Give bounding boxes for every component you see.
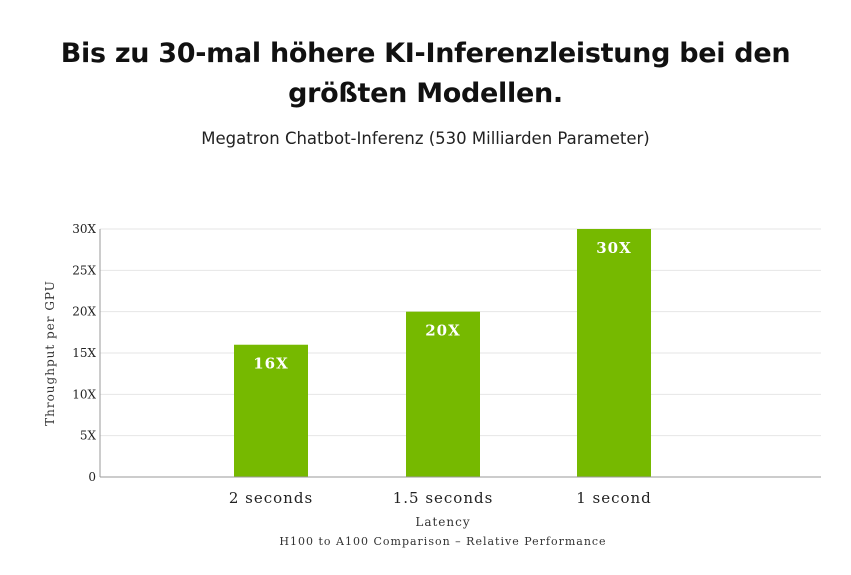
x-axis-title: Latency (415, 515, 470, 529)
chart-footnote: H100 to A100 Comparison – Relative Perfo… (279, 535, 606, 548)
x-tick-label: 2 seconds (229, 489, 313, 507)
y-tick-label: 25X (72, 263, 96, 277)
bar-value-label: 20X (425, 322, 461, 340)
bar-value-label: 16X (253, 355, 289, 373)
bar (577, 229, 651, 477)
y-axis-title: Throughput per GPU (43, 280, 57, 426)
y-tick-label: 30X (72, 222, 96, 236)
x-tick-label: 1.5 seconds (393, 489, 494, 507)
chart-subtitle: Megatron Chatbot-Inferenz (530 Milliarde… (201, 129, 650, 148)
bars: 16X 20X 30X (234, 229, 651, 477)
y-tick-label: 0 (88, 470, 96, 484)
y-tick-label: 15X (72, 346, 96, 360)
bar-value-label: 30X (596, 239, 632, 257)
chart-title-line-2: größten Modellen. (288, 78, 563, 109)
chart-title: Bis zu 30-mal höhere KI-Inferenzleistung… (0, 34, 851, 114)
y-axis: 0 5X 10X 15X 20X 25X 30X (72, 222, 101, 484)
x-axis: 2 seconds 1.5 seconds 1 second (100, 476, 821, 507)
y-tick-label: 20X (72, 305, 96, 319)
y-tick-label: 10X (72, 387, 96, 401)
y-tick-label: 5X (80, 429, 97, 443)
bar (234, 344, 308, 477)
x-tick-label: 1 second (576, 489, 652, 507)
bar (406, 311, 480, 477)
chart-title-line-1: Bis zu 30-mal höhere KI-Inferenzleistung… (60, 38, 791, 69)
